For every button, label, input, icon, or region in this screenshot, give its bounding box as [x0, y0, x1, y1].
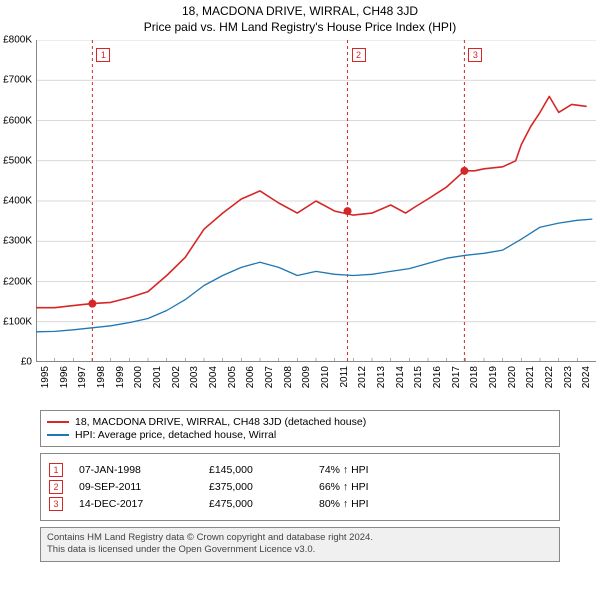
x-tick-label: 2020 [507, 366, 518, 388]
x-tick-label: 1997 [77, 366, 88, 388]
x-tick-label: 2005 [227, 366, 238, 388]
x-tick-label: 2002 [171, 366, 182, 388]
chart-container: 18, MACDONA DRIVE, WIRRAL, CH48 3JD Pric… [0, 4, 600, 594]
x-tick-label: 1996 [59, 366, 70, 388]
y-tick-label: £100K [3, 316, 32, 327]
x-tick-label: 2010 [320, 366, 331, 388]
event-marker-2: 2 [352, 48, 366, 62]
event-row: 3 14-DEC-2017£475,00080% ↑ HPI [49, 497, 551, 511]
y-tick-label: £700K [3, 75, 32, 86]
x-tick-label: 1995 [40, 366, 51, 388]
attribution-line-1: Contains HM Land Registry data © Crown c… [47, 532, 553, 544]
event-price: £475,000 [209, 498, 319, 510]
x-tick-label: 2000 [133, 366, 144, 388]
event-marker-1: 1 [96, 48, 110, 62]
x-tick-label: 2006 [245, 366, 256, 388]
x-tick-label: 2007 [264, 366, 275, 388]
x-tick-label: 2017 [451, 366, 462, 388]
chart-legend: 18, MACDONA DRIVE, WIRRAL, CH48 3JD (det… [40, 410, 560, 447]
x-tick-label: 2013 [376, 366, 387, 388]
y-tick-label: £500K [3, 155, 32, 166]
event-table: 1 07-JAN-1998£145,00074% ↑ HPI 2 09-SEP-201… [40, 453, 560, 521]
event-date: 09-SEP-2011 [79, 481, 209, 493]
y-tick-label: £800K [3, 35, 32, 46]
y-tick-label: £400K [3, 196, 32, 207]
event-price: £375,000 [209, 481, 319, 493]
event-pct: 66% ↑ HPI [319, 481, 551, 493]
event-date: 14-DEC-2017 [79, 498, 209, 510]
x-tick-label: 2022 [544, 366, 555, 388]
chart-subtitle: Price paid vs. HM Land Registry's House … [0, 20, 600, 34]
x-tick-label: 1999 [115, 366, 126, 388]
x-tick-label: 2008 [283, 366, 294, 388]
x-tick-label: 2003 [189, 366, 200, 388]
event-number: 3 [49, 497, 63, 511]
x-tick-label: 2024 [581, 366, 592, 388]
x-tick-label: 2014 [395, 366, 406, 388]
legend-swatch [47, 434, 69, 436]
legend-item: 18, MACDONA DRIVE, WIRRAL, CH48 3JD (det… [47, 416, 553, 428]
event-number: 2 [49, 480, 63, 494]
attribution-line-2: This data is licensed under the Open Gov… [47, 544, 553, 556]
event-number: 1 [49, 463, 63, 477]
event-row: 1 07-JAN-1998£145,00074% ↑ HPI [49, 463, 551, 477]
x-tick-label: 2019 [488, 366, 499, 388]
x-axis-labels: 1995 1996 1997 1998 1999 2000 2001 2002 2003 2004… [36, 362, 596, 404]
event-row: 2 09-SEP-2011£375,00066% ↑ HPI [49, 480, 551, 494]
x-tick-label: 2015 [413, 366, 424, 388]
event-pct: 80% ↑ HPI [319, 498, 551, 510]
y-axis-labels: £0£100K£200K£300K£400K£500K£600K£700K£80… [0, 40, 34, 362]
x-tick-label: 2001 [152, 366, 163, 388]
event-pct: 74% ↑ HPI [319, 464, 551, 476]
x-tick-label: 2004 [208, 366, 219, 388]
x-tick-label: 2023 [563, 366, 574, 388]
legend-label: 18, MACDONA DRIVE, WIRRAL, CH48 3JD (det… [75, 416, 366, 428]
x-tick-label: 2018 [469, 366, 480, 388]
event-marker-3: 3 [468, 48, 482, 62]
chart-svg [36, 40, 596, 362]
x-tick-label: 2021 [525, 366, 536, 388]
x-tick-label: 2011 [339, 366, 350, 388]
y-tick-label: £0 [21, 357, 32, 368]
x-tick-label: 2009 [301, 366, 312, 388]
chart-plot-area: £0£100K£200K£300K£400K£500K£600K£700K£80… [36, 40, 596, 362]
legend-item: HPI: Average price, detached house, Wirr… [47, 429, 553, 441]
attribution-box: Contains HM Land Registry data © Crown c… [40, 527, 560, 562]
x-tick-label: 2016 [432, 366, 443, 388]
x-tick-label: 2012 [357, 366, 368, 388]
chart-title: 18, MACDONA DRIVE, WIRRAL, CH48 3JD [0, 4, 600, 18]
x-tick-label: 1998 [96, 366, 107, 388]
event-price: £145,000 [209, 464, 319, 476]
y-tick-label: £300K [3, 236, 32, 247]
y-tick-label: £200K [3, 276, 32, 287]
legend-swatch [47, 421, 69, 423]
y-tick-label: £600K [3, 115, 32, 126]
legend-label: HPI: Average price, detached house, Wirr… [75, 429, 276, 441]
event-date: 07-JAN-1998 [79, 464, 209, 476]
